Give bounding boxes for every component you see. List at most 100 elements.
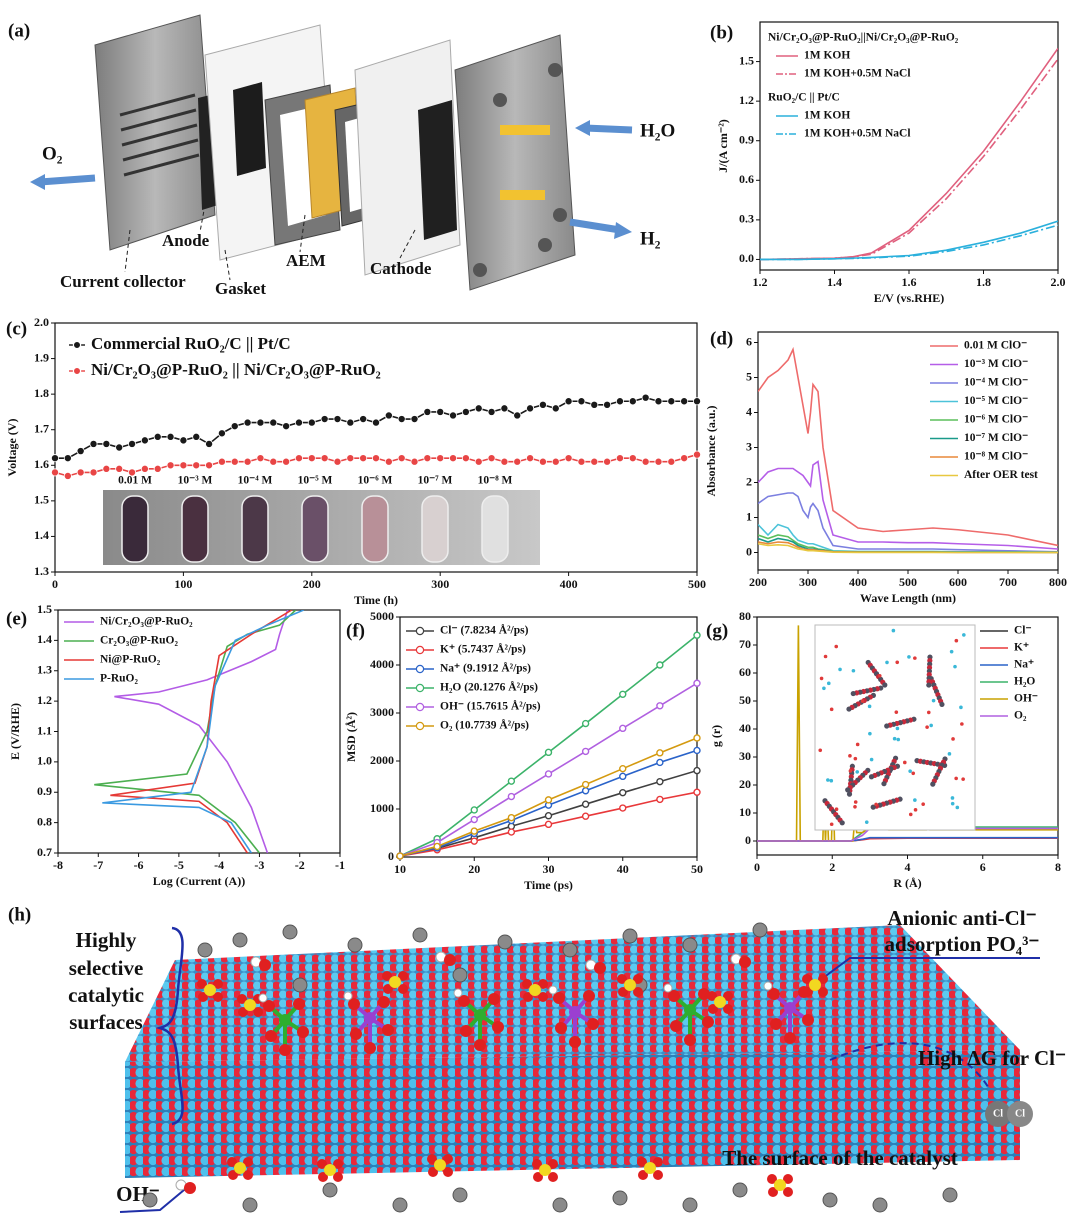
ion	[347, 937, 363, 953]
marker	[115, 443, 124, 452]
marker	[230, 422, 239, 431]
marker	[656, 702, 664, 710]
marker	[544, 748, 553, 757]
oxygen	[293, 998, 305, 1010]
arrow-head	[30, 174, 45, 190]
y-tick-label: 1.5	[34, 493, 49, 507]
marker	[693, 766, 701, 775]
ion	[822, 1192, 838, 1208]
y-tick-label: 30	[739, 749, 751, 763]
legend-label: 10⁻⁸ M ClO⁻	[964, 451, 1028, 463]
inset-atom	[826, 778, 830, 782]
x-tick-label: 400	[560, 577, 578, 591]
marker	[619, 724, 627, 733]
inset-atom	[860, 699, 865, 703]
note: Highly	[76, 928, 137, 952]
oxygen	[548, 1159, 558, 1169]
marker	[619, 764, 627, 773]
sulfur	[204, 984, 216, 996]
sulfur	[389, 976, 401, 988]
oxygen	[460, 1025, 472, 1037]
inset-atom	[867, 704, 872, 709]
y-tick-label: 2.0	[34, 315, 49, 329]
marker	[526, 404, 535, 413]
y-tick-label: 0	[388, 849, 394, 863]
y-tick-label: 1.0	[37, 754, 52, 768]
oxygen	[333, 1159, 343, 1169]
gas-label: H₂O	[640, 120, 675, 141]
oxygen	[739, 956, 751, 968]
ion	[497, 934, 513, 950]
marker	[470, 806, 478, 814]
y-tick-label: 0.3	[739, 212, 754, 226]
marker	[166, 432, 175, 441]
marker	[656, 795, 664, 804]
inset-atom	[953, 664, 957, 669]
y-tick-label: 1.2	[37, 693, 52, 707]
inset-atom	[826, 681, 831, 686]
oxygen	[684, 1034, 696, 1046]
note: catalytic	[68, 983, 144, 1007]
y-tick-label: 0.0	[739, 251, 754, 265]
series-line	[114, 610, 289, 853]
marker	[449, 454, 458, 463]
legend-label: 1M KOH	[804, 50, 850, 62]
ion	[752, 922, 768, 938]
oxygen	[237, 994, 247, 1004]
ion	[232, 932, 248, 948]
oxygen	[297, 1026, 309, 1038]
center-atom	[279, 1014, 291, 1026]
oxygen	[784, 1032, 796, 1044]
inset-atom	[882, 682, 888, 688]
inset-label: 10⁻⁸ M	[478, 475, 513, 487]
atom-label: Cl	[993, 1108, 1003, 1119]
leaders	[124, 204, 416, 281]
oxygen	[213, 979, 223, 989]
marker	[551, 404, 560, 413]
ion	[942, 1187, 958, 1203]
marker	[397, 415, 406, 424]
marker	[577, 397, 586, 406]
inset-atom	[822, 686, 826, 691]
center-atom	[784, 1002, 796, 1014]
oxygen	[348, 998, 360, 1010]
x-tick-label: 200	[749, 575, 767, 589]
oxygen	[770, 1018, 782, 1030]
y-tick-label: 3	[746, 439, 752, 453]
y-tick-label: 1.2	[739, 93, 754, 107]
oxygen	[428, 1167, 438, 1177]
x-tick-label: 8	[1055, 860, 1061, 874]
marker	[500, 457, 509, 466]
cell-diagram: (a) O₂ H₂O H₂ Anode Current collector Ga…	[8, 14, 675, 298]
inset-atom	[818, 748, 823, 753]
cathode-mesh	[418, 100, 457, 240]
marker	[513, 457, 522, 466]
x-tick-label: 0	[52, 577, 58, 591]
panel-label: (e)	[6, 608, 27, 629]
marker	[205, 439, 214, 448]
marker	[307, 454, 316, 463]
marker	[581, 812, 590, 820]
gas-label: H₂	[640, 228, 661, 249]
inset-atom	[834, 644, 839, 649]
inset-atom	[823, 654, 828, 659]
hydrogen	[663, 983, 673, 993]
marker	[192, 461, 201, 470]
x-tick-label: -4	[214, 858, 224, 872]
flow-channels	[119, 93, 200, 177]
legend-label: O₂ (10.7739 Å²/ps)	[440, 718, 529, 732]
legend-label: OH⁻ (15.7615 Å²/ps)	[440, 699, 541, 713]
x-tick-label: 1.4	[827, 275, 842, 289]
marker	[693, 679, 701, 687]
inset-atom	[908, 769, 912, 773]
inset-atom	[838, 667, 842, 672]
oxygen	[474, 1039, 486, 1051]
oxygen	[818, 987, 828, 997]
note: selective	[69, 956, 144, 980]
oxygen	[198, 992, 208, 1002]
inset-atom	[954, 776, 958, 781]
panel-label: (f)	[346, 620, 365, 641]
y-tick-label: 0	[745, 833, 751, 847]
oxygen	[488, 993, 500, 1005]
y-tick-label: 1.5	[37, 602, 52, 616]
